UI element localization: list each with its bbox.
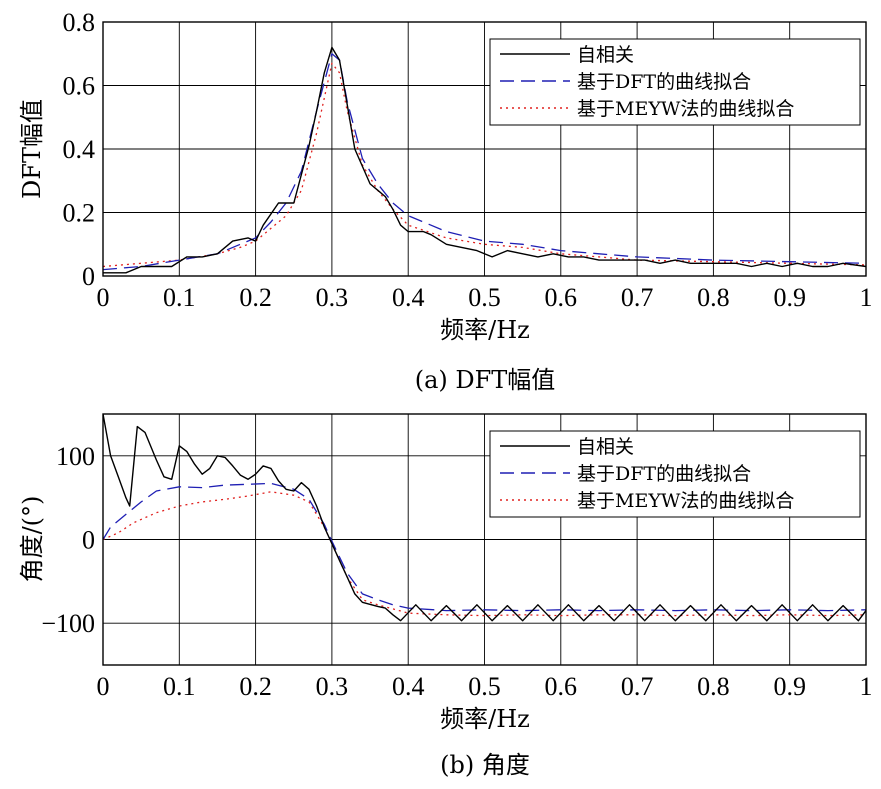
x-tick-label: 0 (97, 283, 110, 312)
legend-label: 基于DFT的曲线拟合 (577, 71, 751, 93)
caption-a: (a) DFT幅值 (415, 366, 556, 394)
x-tick-label: 1 (860, 283, 873, 312)
x-tick-label: 0.4 (392, 283, 425, 312)
x-tick-label: 0.7 (621, 672, 654, 701)
x-tick-label: 0.9 (773, 672, 806, 701)
x-tick-label: 0.6 (545, 672, 578, 701)
series-line-2 (103, 53, 866, 271)
y-tick-label: 100 (56, 442, 95, 471)
x-tick-label: 0.5 (468, 672, 501, 701)
x-tick-label: 0.2 (239, 283, 272, 312)
series-line-3 (103, 491, 866, 617)
x-tick-label: 0.4 (392, 672, 425, 701)
y-tick-label: 0.6 (63, 72, 96, 101)
ticks-a: 0 0.1 0.2 0.3 0.4 0.5 0.6 0.7 0.8 0.9 1 0 0.2 0.4 0.6 0… (63, 8, 873, 312)
y-tick-label: 0.8 (63, 8, 96, 37)
x-tick-label: 0.5 (468, 283, 501, 312)
legend-label: 基于MEYW法的曲线拟合 (577, 490, 794, 512)
y-tick-label: 0 (82, 262, 95, 291)
x-tick-label: 0.2 (239, 672, 272, 701)
panel-a: 0 0.1 0.2 0.3 0.4 0.5 0.6 0.7 0.8 0.9 1 0 0.2 0.4 0.6 0… (18, 8, 873, 394)
y-tick-label: 0.2 (63, 199, 96, 228)
x-tick-label: 0.1 (163, 672, 196, 701)
x-tick-label: 0 (97, 672, 110, 701)
x-tick-label: 1 (860, 672, 873, 701)
x-tick-label: 0.8 (697, 672, 730, 701)
x-tick-label: 0.9 (773, 283, 806, 312)
legend-label: 基于MEYW法的曲线拟合 (577, 98, 794, 120)
series-group-a (103, 46, 866, 274)
y-axis-label-b: 角度/(°) (18, 496, 46, 583)
series-line-2 (103, 482, 866, 612)
plot-frame-b (102, 413, 867, 666)
x-axis-label-b: 频率/Hz (440, 705, 530, 733)
series-line-3 (103, 62, 866, 268)
series-line-1 (103, 414, 866, 622)
x-tick-label: 0.3 (316, 672, 349, 701)
x-tick-label: 0.6 (545, 283, 578, 312)
panel-b: 0 0.1 0.2 0.3 0.4 0.5 0.6 0.7 0.8 0.9 1 −100 0 100 自相… (18, 413, 873, 779)
legend-label: 自相关 (577, 44, 634, 66)
y-tick-label: 0.4 (63, 135, 96, 164)
x-tick-label: 0.1 (163, 283, 196, 312)
series-group-b (103, 414, 866, 622)
x-tick-label: 0.8 (697, 283, 730, 312)
y-tick-label: −100 (41, 609, 95, 638)
y-axis-label-a: DFT幅值 (18, 99, 46, 199)
series-line-1 (103, 46, 866, 274)
x-tick-label: 0.7 (621, 283, 654, 312)
ticks-b: 0 0.1 0.2 0.3 0.4 0.5 0.6 0.7 0.8 0.9 1 −100 0 100 (41, 442, 872, 701)
caption-b: (b) 角度 (440, 751, 530, 779)
y-tick-label: 0 (82, 526, 95, 555)
x-axis-label-a: 频率/Hz (440, 316, 530, 344)
plot-frame-a (102, 21, 867, 277)
legend-label: 自相关 (577, 436, 634, 458)
x-tick-label: 0.3 (316, 283, 349, 312)
legend-label: 基于DFT的曲线拟合 (577, 463, 751, 485)
